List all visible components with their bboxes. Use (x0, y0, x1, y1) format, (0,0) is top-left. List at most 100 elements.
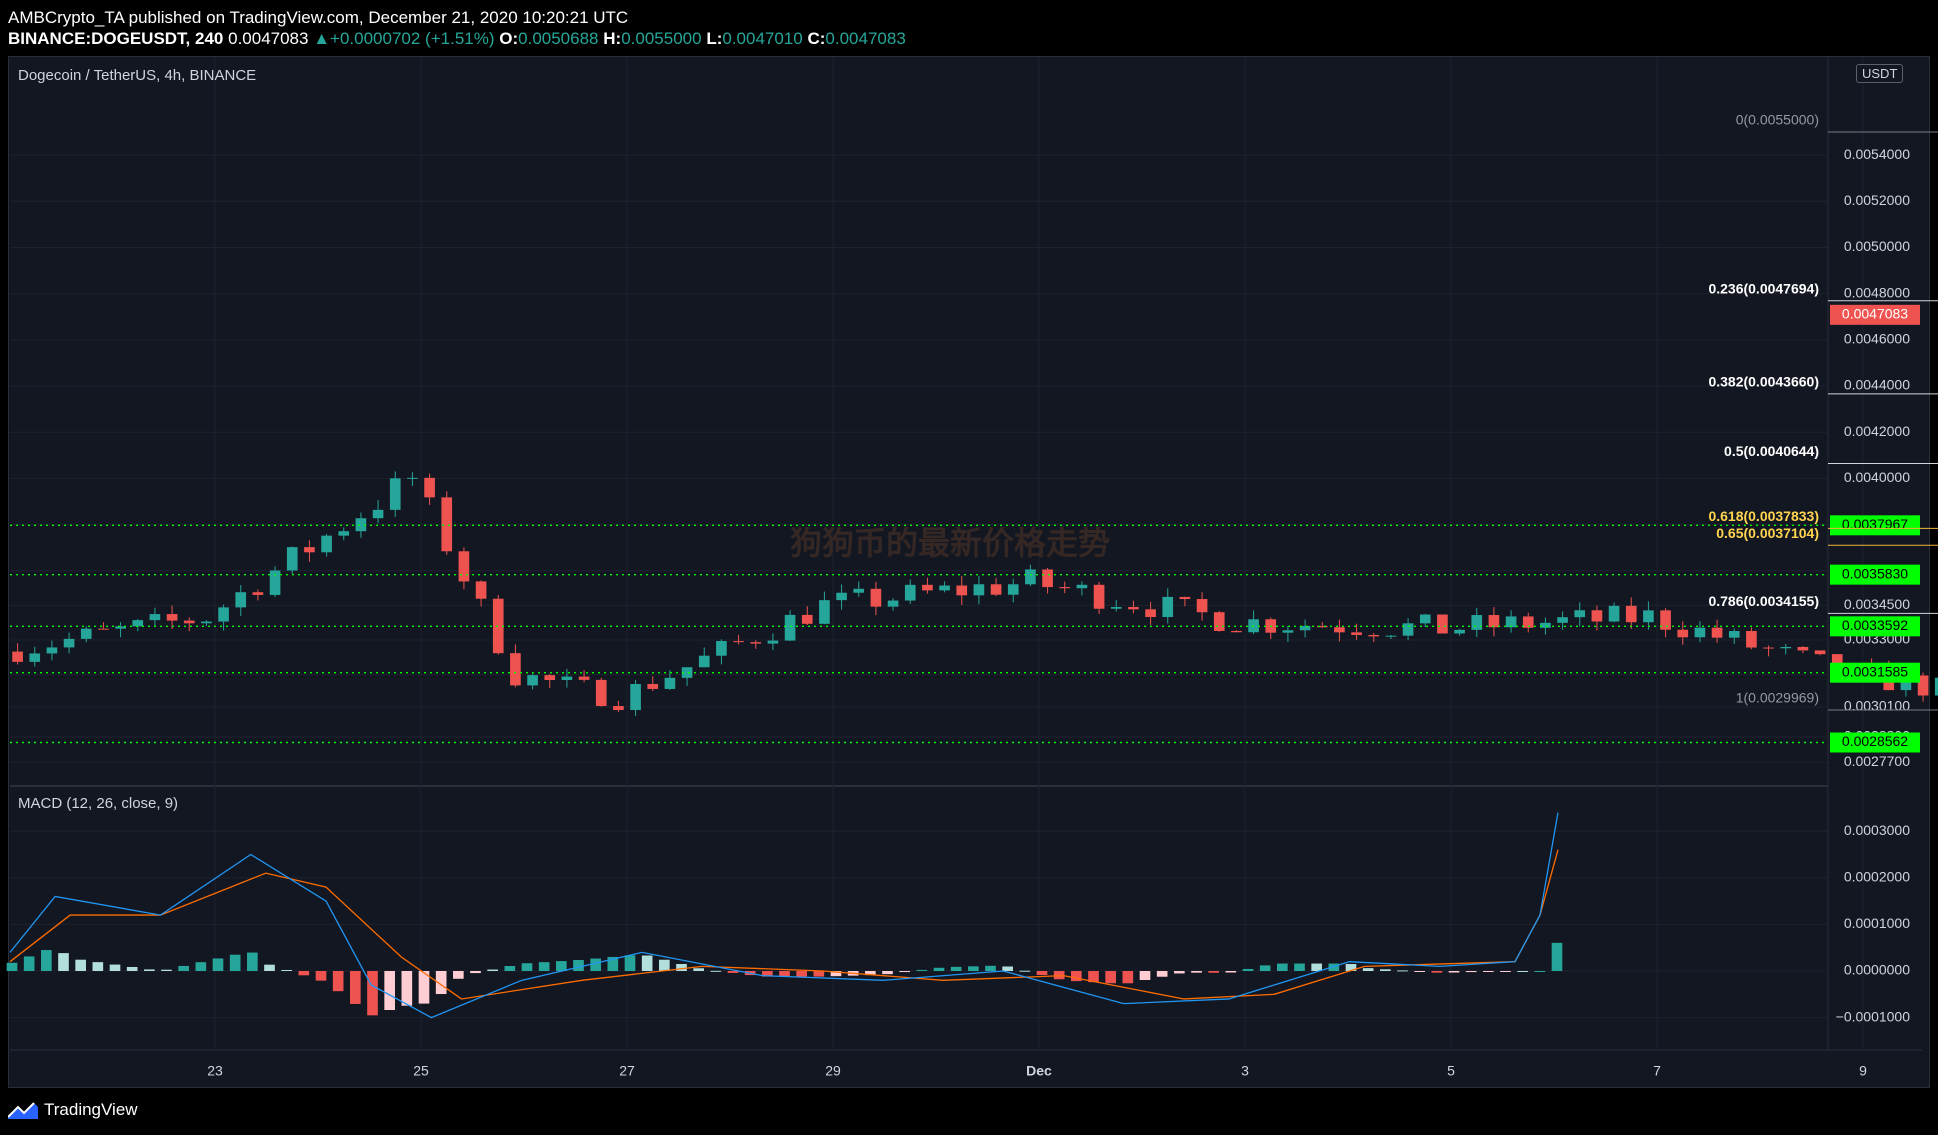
chart-frame[interactable] (8, 56, 1930, 1088)
candle-body (252, 592, 264, 595)
support-tag (1830, 564, 1920, 585)
macd-histogram-bar (641, 955, 653, 971)
macd-histogram-bar (933, 967, 945, 971)
macd-histogram-bar (23, 956, 35, 971)
candle-body (1282, 630, 1294, 633)
candle-body (527, 675, 538, 686)
candle-body (1179, 596, 1191, 600)
candle-body (1900, 675, 1912, 691)
time-axis-label: 23 (207, 1063, 223, 1079)
main-pane-title: Dogecoin / TetherUS, 4h, BINANCE (18, 67, 257, 84)
macd-histogram-bar (1465, 971, 1477, 973)
candle-body (801, 614, 813, 624)
macd-histogram-bar (350, 971, 361, 1004)
macd-histogram-bar (538, 962, 550, 971)
high-value: 0.0055000 (621, 29, 702, 48)
macd-histogram-bar (1414, 971, 1425, 972)
macd-histogram-bar (1002, 966, 1013, 971)
candle-body (458, 551, 470, 582)
candle-body (12, 651, 23, 662)
close-label: C: (807, 29, 826, 48)
price-axis-label: 0.0054000 (1844, 146, 1910, 162)
low-label: L: (706, 29, 723, 48)
macd-histogram-bar (1448, 971, 1460, 973)
macd-histogram-bar (58, 953, 69, 971)
candle-body (733, 641, 744, 643)
candle-body (664, 677, 676, 689)
candle-body (1797, 646, 1809, 651)
candle-body (510, 653, 521, 686)
candle-body (1299, 625, 1311, 631)
macd-histogram-bar (1071, 971, 1082, 982)
candle-body (578, 676, 590, 680)
candle-body (1471, 615, 1483, 630)
macd-histogram-bar (1122, 971, 1134, 984)
candle-body (235, 592, 247, 608)
macd-histogram-bar (315, 971, 327, 981)
macd-histogram-bar (676, 963, 687, 971)
macd-histogram-bar (1517, 971, 1528, 972)
candle-body (63, 638, 75, 648)
candle-body (1110, 606, 1122, 609)
macd-histogram-bar (573, 960, 584, 971)
macd-histogram-bar (384, 971, 395, 1011)
candle-body (1316, 625, 1328, 628)
candle-body (1488, 615, 1500, 628)
currency-button[interactable]: USDT (1856, 64, 1904, 83)
price-change: ▲+0.0000702 (+1.51%) (313, 29, 495, 48)
macd-histogram-bar (144, 969, 155, 971)
candle-body (372, 509, 384, 519)
macd-axis-label: −0.0001000 (1836, 1008, 1911, 1024)
macd-histogram-bar (607, 956, 619, 971)
candle-body (1917, 675, 1929, 696)
tradingview-logo[interactable]: TradingView (8, 1100, 138, 1120)
candle-body (132, 620, 144, 627)
chart-canvas[interactable]: 0.0054000 0.0052000 0.0050000 0.0048000 0.00… (0, 0, 1938, 1088)
candle-body (939, 585, 950, 591)
candle-body (1059, 587, 1071, 589)
candle-body (1093, 584, 1105, 609)
candle-body (46, 647, 58, 654)
candle-body (698, 655, 710, 668)
time-axis-label: 9 (1859, 1063, 1867, 1079)
candle-body (1728, 631, 1740, 638)
macd-histogram-bar (1053, 971, 1065, 980)
price-axis-label: 0.0030100 (1844, 698, 1910, 714)
candle-body (492, 598, 504, 654)
macd-axis-label: 0.0001000 (1844, 915, 1910, 931)
macd-histogram-bar (195, 962, 207, 971)
candle-body (750, 642, 762, 644)
macd-histogram-bar (1208, 971, 1219, 973)
time-axis-label: 3 (1241, 1063, 1249, 1079)
support-tag-label: 0.0037967 (1842, 516, 1908, 532)
fib-level-label: 0.382(0.0043660) (1708, 374, 1819, 390)
candle-body (1780, 646, 1792, 649)
macd-histogram-bar (470, 971, 481, 974)
brand-label: TradingView (44, 1100, 138, 1119)
open-label: O: (499, 29, 519, 48)
macd-histogram-bar (813, 971, 825, 977)
fib-level-label: 0.618(0.0037833) (1708, 508, 1819, 524)
candle-body (407, 477, 418, 479)
candle-body (1677, 629, 1689, 638)
fib-level-label: 0.5(0.0040644) (1724, 443, 1819, 459)
price-axis-label: 0.0034500 (1844, 596, 1910, 612)
time-axis-label: Dec (1026, 1063, 1052, 1079)
macd-histogram-bar (899, 971, 910, 973)
macd-histogram-bar (1551, 942, 1563, 971)
candle-body (853, 588, 865, 593)
fib-level-label: 0.65(0.0037104) (1716, 525, 1819, 541)
candle-body (1625, 605, 1637, 623)
macd-pane-title: MACD (12, 26, close, 9) (18, 795, 179, 812)
candle-body (1076, 584, 1088, 589)
macd-histogram-bar (796, 971, 807, 977)
time-axis-label: 27 (619, 1063, 635, 1079)
macd-histogram-bar (367, 971, 378, 1016)
price-axis-label: 0.0040000 (1844, 469, 1910, 485)
macd-histogram-bar (1500, 971, 1511, 972)
high-label: H: (603, 29, 622, 48)
support-tag (1830, 662, 1920, 683)
macd-histogram-bar (779, 971, 790, 977)
candle-body (29, 653, 41, 662)
fib-level-label: 0.236(0.0047694) (1708, 280, 1819, 296)
